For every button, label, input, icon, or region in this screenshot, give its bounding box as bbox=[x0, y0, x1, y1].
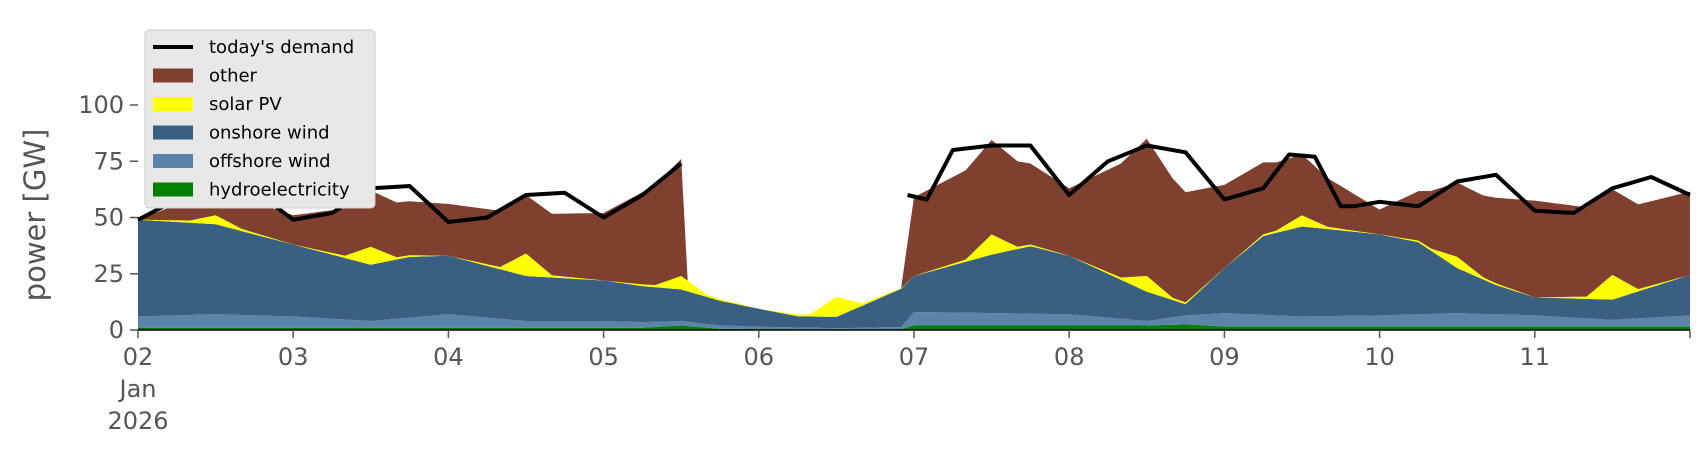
axes: 0 25 50 75 100 02 Jan 2026 03 04 05 06 07 08 09 10 11 pow… bbox=[18, 91, 1691, 435]
legend-swatch-other bbox=[153, 68, 193, 83]
x-tick-label: 09 bbox=[1209, 343, 1240, 371]
stacked-area-series bbox=[138, 138, 1690, 330]
legend-label-today-s-demand: today's demand bbox=[209, 37, 354, 58]
x-tick-label: 03 bbox=[278, 343, 309, 371]
legend-swatch-offshore-wind bbox=[153, 154, 193, 168]
y-tick-label: 100 bbox=[78, 91, 124, 119]
y-tick-label: 0 bbox=[109, 316, 124, 344]
demand-line-segment-2 bbox=[907, 143, 1691, 215]
x-tick-label: 07 bbox=[899, 343, 930, 371]
y-tick-label: 25 bbox=[93, 260, 124, 288]
y-tick-label: 50 bbox=[93, 204, 124, 232]
legend-label-hydroelectricity: hydroelectricity bbox=[209, 180, 350, 201]
legend-swatch-hydroelectricity bbox=[153, 182, 193, 197]
x-tick-label: 10 bbox=[1364, 343, 1395, 371]
legend-swatch-onshore-wind bbox=[153, 125, 193, 140]
legend-label-solar-pv: solar PV bbox=[209, 94, 282, 115]
y-axis-label: power [GW] bbox=[18, 129, 52, 302]
area-hydroelectricity bbox=[138, 324, 1690, 330]
x-tick-label: 08 bbox=[1054, 343, 1085, 371]
x-tick-label: 11 bbox=[1520, 343, 1551, 371]
area-offshore-wind bbox=[138, 312, 1690, 330]
legend: today's demand other solar PV onshore wind o… bbox=[144, 29, 376, 209]
legend-box bbox=[144, 29, 376, 209]
area-other bbox=[138, 138, 1690, 315]
area-onshore-wind bbox=[138, 219, 1690, 329]
legend-label-offshore-wind: offshore wind bbox=[209, 151, 331, 172]
legend-swatch-solar-pv bbox=[153, 97, 193, 111]
y-tick-label: 75 bbox=[93, 147, 124, 175]
legend-label-other: other bbox=[209, 66, 258, 87]
x-tick-label: 05 bbox=[588, 343, 619, 371]
x-tick-label: 06 bbox=[744, 343, 775, 371]
x-tick-label: 02 Jan 2026 bbox=[107, 343, 168, 435]
legend-label-onshore-wind: onshore wind bbox=[209, 123, 330, 144]
x-tick-label: 04 bbox=[433, 343, 464, 371]
